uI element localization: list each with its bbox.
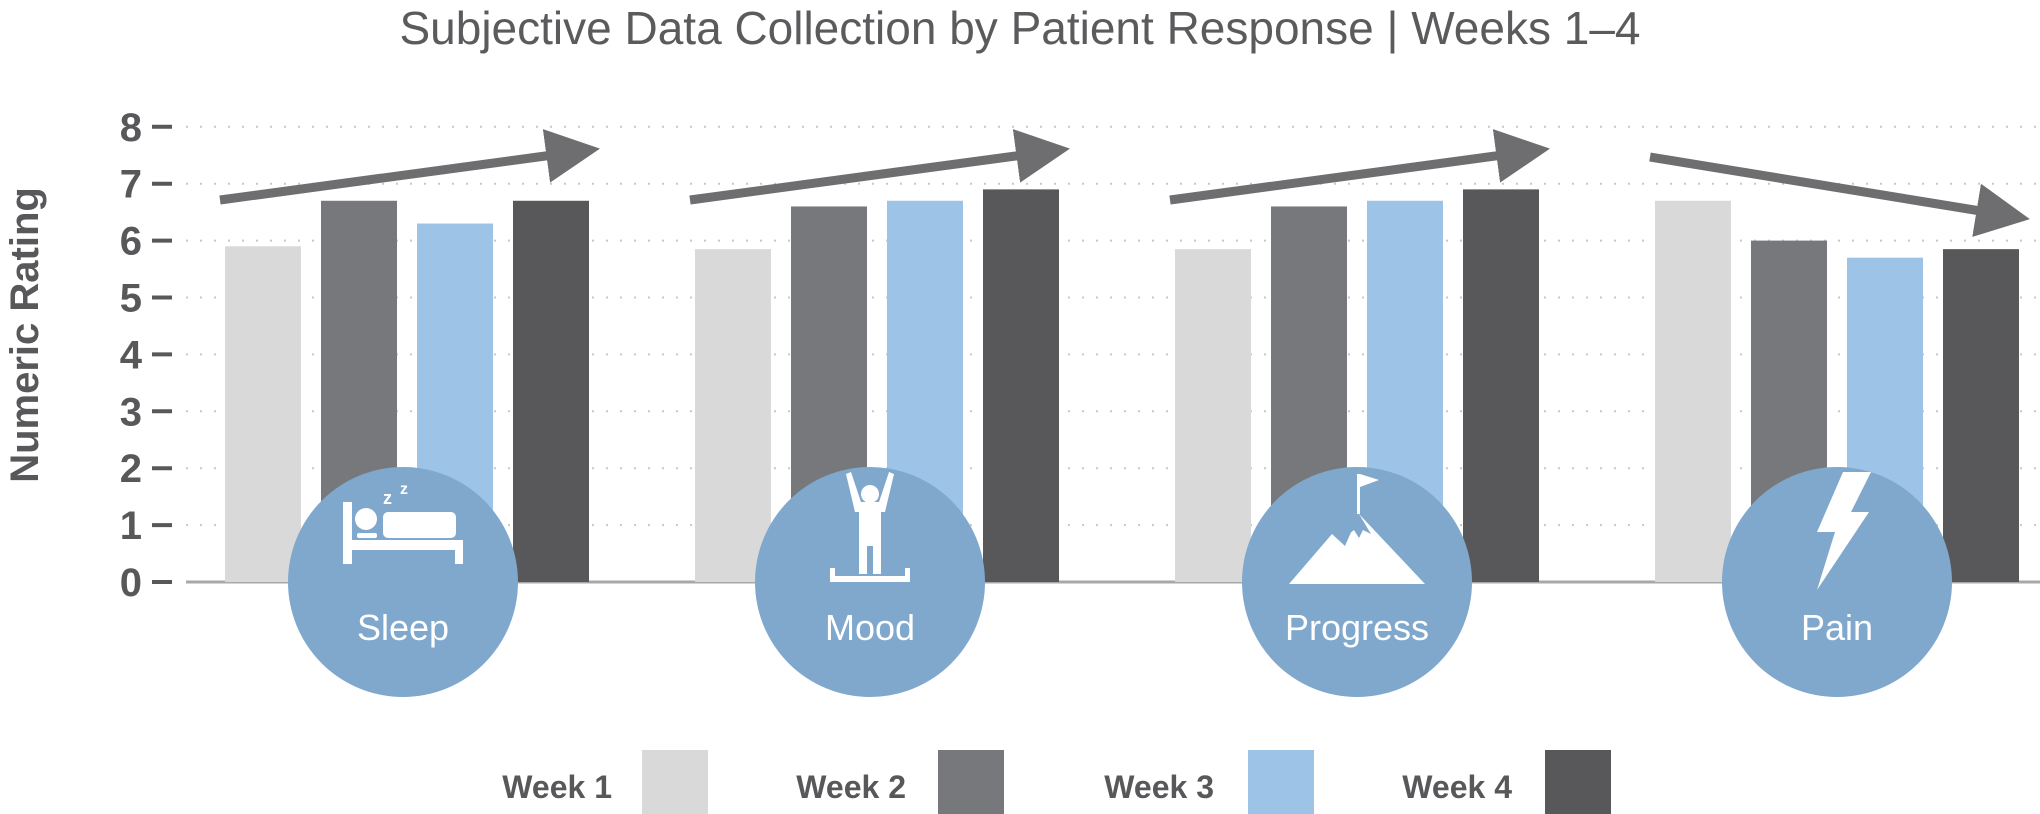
- bar-mood-week-1: [695, 249, 771, 582]
- legend-swatch: [1248, 750, 1314, 814]
- bar-sleep-week-1: [225, 246, 301, 583]
- trend-arrow-up-icon: [219, 129, 600, 205]
- legend: Week 1 Week 2 Week 3 Week 4: [502, 750, 1611, 814]
- bar-mood-week-4: [983, 189, 1059, 582]
- y-tick-label: 1: [120, 504, 142, 548]
- y-tick-label: 8: [120, 106, 142, 150]
- legend-swatch: [642, 750, 708, 814]
- bar-pain-week-4: [1943, 249, 2019, 582]
- legend-label: Week 2: [796, 769, 906, 805]
- legend-label: Week 3: [1104, 769, 1214, 805]
- legend-swatch: [1545, 750, 1611, 814]
- bar-pain-week-1: [1655, 200, 1731, 582]
- category-circle: [1722, 467, 1952, 697]
- y-tick-label: 5: [120, 277, 142, 321]
- category-badge-progress: Progress: [1242, 467, 1472, 697]
- legend-label: Week 1: [502, 769, 612, 805]
- y-axis-label: Numeric Rating: [3, 187, 47, 483]
- chart-title: Subjective Data Collection by Patient Re…: [399, 2, 1641, 54]
- trend-arrow-up-icon: [1169, 129, 1550, 205]
- legend-item-week-4: Week 4: [1402, 750, 1611, 814]
- legend-item-week-3: Week 3: [1104, 750, 1314, 814]
- category-label-pain: Pain: [1801, 607, 1873, 648]
- bar-progress-week-1: [1175, 249, 1251, 582]
- y-tick-label: 0: [120, 561, 142, 605]
- mountain-flag-icon: [1289, 474, 1425, 584]
- raised-arms-person-icon: [830, 472, 910, 582]
- trend-arrow-up-icon: [689, 129, 1070, 205]
- svg-text:z: z: [400, 481, 408, 498]
- y-tick-label: 4: [120, 333, 143, 377]
- bar-progress-week-4: [1463, 189, 1539, 582]
- category-badge-mood: Mood: [755, 467, 985, 697]
- category-badges: z z Sleep Mood Progress Pain: [288, 467, 1952, 697]
- category-label-mood: Mood: [825, 607, 915, 648]
- y-tick-label: 7: [120, 163, 142, 207]
- lightning-bolt-icon: [1817, 472, 1871, 590]
- category-label-progress: Progress: [1285, 607, 1429, 648]
- legend-item-week-2: Week 2: [796, 750, 1004, 814]
- category-badge-sleep: z z Sleep: [288, 467, 518, 697]
- trend-arrows: [219, 129, 2030, 238]
- legend-swatch: [938, 750, 1004, 814]
- y-tick-label: 3: [120, 390, 142, 434]
- svg-text:z: z: [383, 488, 392, 508]
- category-badge-pain: Pain: [1722, 467, 1952, 697]
- legend-item-week-1: Week 1: [502, 750, 708, 814]
- y-tick-label: 6: [120, 220, 142, 264]
- trend-arrow-down-icon: [1649, 152, 2030, 238]
- legend-label: Week 4: [1402, 769, 1512, 805]
- category-label-sleep: Sleep: [357, 607, 449, 648]
- bar-sleep-week-4: [513, 200, 589, 582]
- category-circle: [288, 467, 518, 697]
- y-tick-label: 2: [120, 447, 142, 491]
